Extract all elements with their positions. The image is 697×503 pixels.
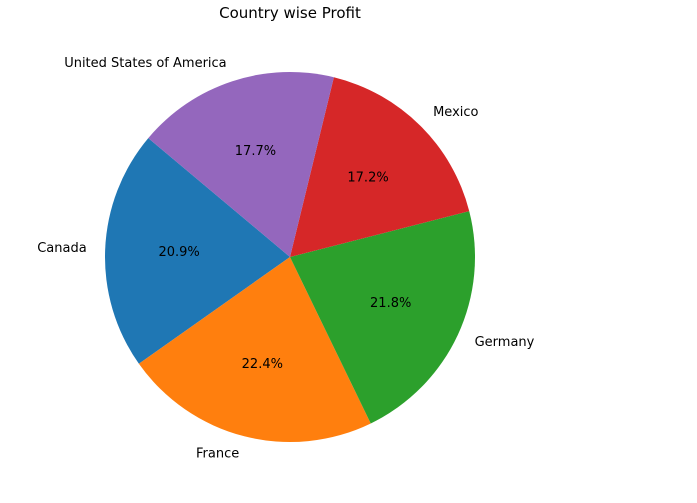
pie-labels: Canada 20.9% France 22.4% Germany 21.8% Mexico… — [37, 56, 534, 461]
pie-slice-canada — [104, 138, 290, 364]
slice-percent-united-states-of-america: 17.7% — [235, 144, 276, 159]
pie-slices — [104, 72, 475, 443]
pie-slice-united-states-of-america — [148, 72, 334, 258]
slice-label-germany: Germany — [475, 335, 535, 350]
slice-label-france: France — [196, 447, 239, 462]
slice-label-mexico: Mexico — [433, 105, 478, 120]
pie-slice-mexico — [290, 77, 470, 257]
slice-percent-germany: 21.8% — [370, 296, 411, 311]
pie-slice-france — [138, 257, 371, 443]
pie-slice-germany — [290, 211, 475, 424]
slice-percent-mexico: 17.2% — [347, 171, 388, 186]
chart-title: Country wise Profit — [219, 4, 361, 22]
slice-label-united-states-of-america: United States of America — [64, 56, 226, 71]
slice-percent-canada: 20.9% — [158, 245, 199, 260]
slice-label-canada: Canada — [37, 241, 86, 256]
slice-percent-france: 22.4% — [242, 357, 283, 372]
